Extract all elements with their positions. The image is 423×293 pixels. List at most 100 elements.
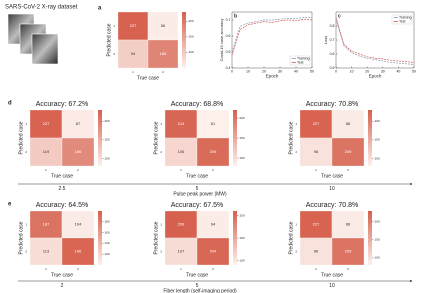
x-tick-label: 50 [412, 69, 416, 73]
chart-title: Accuracy: 70.8% [306, 202, 359, 209]
colorbar-tick-label: 200 [189, 19, 194, 23]
xray-images [7, 13, 59, 65]
cell [29, 137, 63, 167]
cell-label: 214 [178, 121, 185, 126]
cell [117, 11, 149, 41]
cell [164, 237, 198, 266]
x-tick-label: 0 [231, 69, 233, 73]
cell-label: 209 [345, 149, 352, 154]
x-tick-label: 1 [315, 168, 317, 172]
y-tick-label: 0.6 [226, 34, 231, 38]
colorbar-tick-label: 180 [105, 220, 110, 224]
colorbar-tick-label: 100 [105, 156, 110, 160]
cell-label: 119 [43, 149, 50, 154]
cell-label: 81 [211, 121, 216, 126]
colorbar [98, 110, 102, 166]
x-tick-label: 10 [350, 69, 354, 73]
cell [299, 237, 333, 266]
x-tick-label: 1 [45, 267, 47, 271]
legend-label: Test [297, 60, 303, 64]
y-tick-label: 1 [25, 122, 27, 126]
line-series [335, 18, 415, 65]
y-tick-label: 2 [160, 150, 162, 154]
cell [61, 137, 95, 167]
y-tick-label: 2 [160, 249, 162, 253]
cell-label: 94 [211, 222, 216, 227]
x-tick-label: 40 [294, 69, 298, 73]
cell-label: 209 [210, 149, 217, 154]
cell [196, 237, 230, 266]
y-tick-label: 2 [25, 249, 27, 253]
cell-label: 96 [314, 149, 319, 154]
y-tick-label: 1 [295, 222, 297, 226]
colorbar [233, 110, 237, 166]
cell-label: 187 [43, 222, 50, 227]
y-tick-label: 1 [160, 222, 162, 226]
cell [29, 109, 63, 139]
plot-frame [231, 11, 313, 69]
y-axis-label: Predicted case [153, 121, 159, 154]
y-tick-label: 1 [113, 24, 115, 28]
cell [196, 109, 230, 139]
x-tick-label: 1 [180, 267, 182, 271]
cell-label: 56 [161, 23, 166, 28]
y-tick-label: 2 [295, 150, 297, 154]
cell [29, 210, 63, 239]
y-tick-label: 0.4 [226, 66, 231, 70]
row-axis-tick-label: 10 [329, 283, 335, 289]
colorbar-tick-label: 100 [375, 156, 380, 160]
x-axis-label: Epoch [266, 74, 279, 79]
x-tick-label: 20 [365, 69, 369, 73]
x-axis-label: True case [321, 272, 343, 278]
cell [147, 11, 179, 41]
colorbar-tick-label: 150 [240, 136, 245, 140]
cell-label: 209 [178, 222, 185, 227]
x-tick-label: 2 [347, 168, 349, 172]
y-axis-label: Loss [323, 36, 328, 44]
chart-title: Accuracy: 68.8% [171, 101, 224, 108]
cell-label: 186 [75, 149, 82, 154]
chart-title: Accuracy: 67.2% [36, 101, 89, 108]
x-tick-label: 50 [310, 69, 314, 73]
y-tick-label: 2 [25, 150, 27, 154]
colorbar-tick-label: 200 [240, 213, 245, 217]
colorbar-tick-label: 200 [105, 119, 110, 123]
row-axis-tick-label: 10 [329, 186, 335, 192]
panel-letter: b [234, 13, 237, 19]
x-tick-label: 2 [212, 267, 214, 271]
x-tick-label: 2 [162, 70, 164, 74]
colorbar-tick-label: 200 [375, 119, 380, 123]
cell-label: 227 [43, 121, 50, 126]
x-tick-label: 2 [347, 267, 349, 271]
cell-label: 86 [346, 222, 351, 227]
y-tick-label: 0.6 [330, 52, 335, 56]
legend-box [289, 55, 311, 66]
colorbar-tick-label: 120 [105, 252, 110, 256]
y-axis-label: Predicted case [288, 221, 294, 254]
legend-box [391, 14, 413, 25]
x-axis-label: True case [51, 272, 73, 278]
cell-label: 87 [76, 121, 81, 126]
x-tick-label: 30 [278, 69, 282, 73]
x-axis-label: Epoch [369, 74, 382, 79]
y-tick-label: 1 [25, 222, 27, 226]
cell [196, 210, 230, 239]
x-tick-label: 1 [315, 267, 317, 271]
colorbar [233, 211, 237, 265]
chart-title: Accuracy: 67.5% [171, 202, 224, 209]
cell [196, 137, 230, 167]
x-tick-label: 40 [396, 69, 400, 73]
x-tick-label: 0 [335, 69, 337, 73]
y-axis-label: Covid-19 case accuracy [219, 19, 224, 62]
cell-label: 196 [75, 249, 82, 254]
cell-label: 227 [313, 222, 320, 227]
y-tick-label: 2 [295, 249, 297, 253]
panel-letter: c [338, 13, 341, 19]
colorbar-tick-label: 100 [240, 156, 245, 160]
x-tick-label: 30 [381, 69, 385, 73]
cell [29, 237, 63, 266]
colorbar-tick-label: 100 [240, 258, 245, 262]
cell [61, 109, 95, 139]
cell [331, 137, 365, 167]
